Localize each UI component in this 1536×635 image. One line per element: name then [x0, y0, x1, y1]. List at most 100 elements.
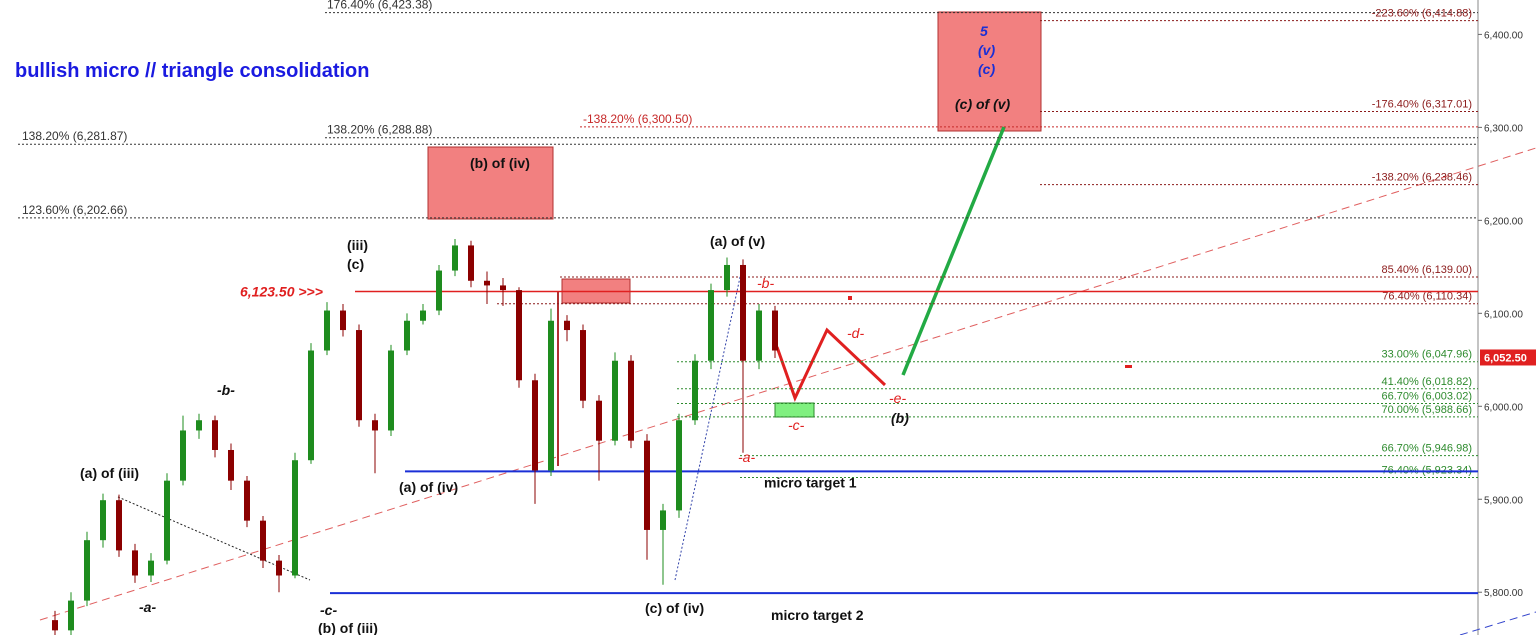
candle-body: [196, 420, 202, 431]
fib-label: 33.00% (6,047.96): [1381, 349, 1472, 361]
annotation: -a-: [139, 599, 156, 615]
dot: [848, 296, 852, 300]
fib-label: -138.20% (6,300.50): [583, 112, 692, 126]
price-box: [1480, 349, 1536, 366]
chart-title: bullish micro // triangle consolidation: [15, 60, 369, 82]
candle-body: [324, 310, 330, 351]
candle-body: [596, 400, 602, 441]
fib-label: -223.60% (6,414.88): [1372, 8, 1472, 20]
candle-body: [500, 285, 506, 291]
candle-body: [388, 350, 394, 431]
candle-body: [612, 360, 618, 441]
fib-label: -138.20% (6,238.46): [1372, 172, 1472, 184]
target-box: [774, 402, 815, 418]
fib-label: 85.40% (6,139.00): [1381, 264, 1472, 276]
candle-body: [84, 540, 90, 601]
candle-body: [676, 420, 682, 511]
y-tick-label: 6,400.00: [1484, 30, 1523, 41]
candle-body: [644, 440, 650, 530]
trend-line: [117, 496, 311, 581]
fib-label: 41.40% (6,018.82): [1381, 376, 1472, 388]
y-tick-label: 5,800.00: [1484, 588, 1523, 599]
candle-body: [564, 320, 570, 331]
fib-label: 76.40% (6,110.34): [1382, 291, 1472, 303]
annotation: (c): [347, 256, 364, 272]
level-label: 6,123.50 >>>: [240, 283, 323, 299]
y-tick-label: 6,000.00: [1484, 402, 1523, 413]
candle-body: [692, 360, 698, 421]
candle-body: [516, 290, 522, 381]
candle-body: [532, 380, 538, 471]
candle-body: [740, 264, 746, 361]
annotation: 5: [980, 23, 988, 39]
candle-body: [660, 510, 666, 530]
candle-body: [436, 270, 442, 311]
dot: [1125, 365, 1132, 368]
candle-body: [148, 560, 154, 576]
annotation: (c) of (iv): [645, 600, 704, 616]
annotation: -d-: [847, 325, 864, 341]
candle-body: [308, 350, 314, 461]
annotation: -c-: [788, 417, 805, 433]
annotation: -a-: [738, 449, 755, 465]
candle-body: [580, 330, 586, 401]
fib-label: 66.70% (6,003.02): [1381, 390, 1472, 402]
candle-body: [468, 245, 474, 281]
target-box: [427, 146, 554, 220]
candle-body: [708, 290, 714, 361]
candle-body: [724, 264, 730, 291]
annotation: (a) of (iii): [80, 465, 139, 481]
annotation: -e-: [889, 390, 906, 406]
price-label: 6,052.50: [1484, 352, 1527, 364]
y-tick-label: 6,300.00: [1484, 123, 1523, 134]
annotation: (c) of (v): [955, 96, 1011, 112]
candle-body: [180, 430, 186, 481]
candle-body: [340, 310, 346, 331]
candle-body: [756, 310, 762, 361]
candle-body: [68, 600, 74, 631]
fib-label: 138.20% (6,288.88): [327, 123, 432, 137]
fib-label: 176.40% (6,423.38): [327, 0, 432, 12]
candle-body: [420, 310, 426, 321]
candle-body: [356, 330, 362, 421]
candle-body: [260, 520, 266, 561]
candle-body: [52, 620, 58, 631]
candle-body: [628, 360, 634, 441]
trend-line: [39, 147, 1536, 621]
annotation: (b): [891, 410, 909, 426]
annotation: (a) of (iv): [399, 479, 458, 495]
candle-body: [244, 480, 250, 521]
candle-body: [452, 245, 458, 271]
annotation: -b-: [217, 382, 235, 398]
fib-label: -176.40% (6,317.01): [1372, 99, 1472, 111]
wave-line: [674, 267, 743, 581]
annotation: (a) of (v): [710, 233, 765, 249]
annotation: (c): [978, 61, 995, 77]
annotation: -c-: [320, 602, 337, 618]
annotation: (v): [978, 42, 995, 58]
candle-body: [548, 320, 554, 471]
candle-body: [132, 550, 138, 576]
target-box: [937, 11, 1042, 132]
candle-body: [292, 460, 298, 576]
annotation: -b-: [757, 275, 774, 291]
trend-line: [1459, 611, 1536, 635]
projection: [775, 327, 887, 402]
candle-body: [100, 500, 106, 541]
annotation: (b) of (iii): [318, 620, 378, 635]
candle-body: [212, 420, 218, 450]
y-tick-label: 6,200.00: [1484, 216, 1523, 227]
candle-body: [404, 320, 410, 351]
candle-body: [372, 420, 378, 431]
y-tick-label: 6,100.00: [1484, 309, 1523, 320]
fib-label: 70.00% (5,988.66): [1381, 404, 1472, 416]
projection: [901, 126, 1006, 376]
target-label: micro target 1: [764, 474, 857, 490]
candle-body: [772, 310, 778, 351]
annotation: (b) of (iv): [470, 155, 530, 171]
target-label: micro target 2: [771, 607, 864, 623]
candle-body: [276, 560, 282, 576]
candle-body: [228, 449, 234, 481]
